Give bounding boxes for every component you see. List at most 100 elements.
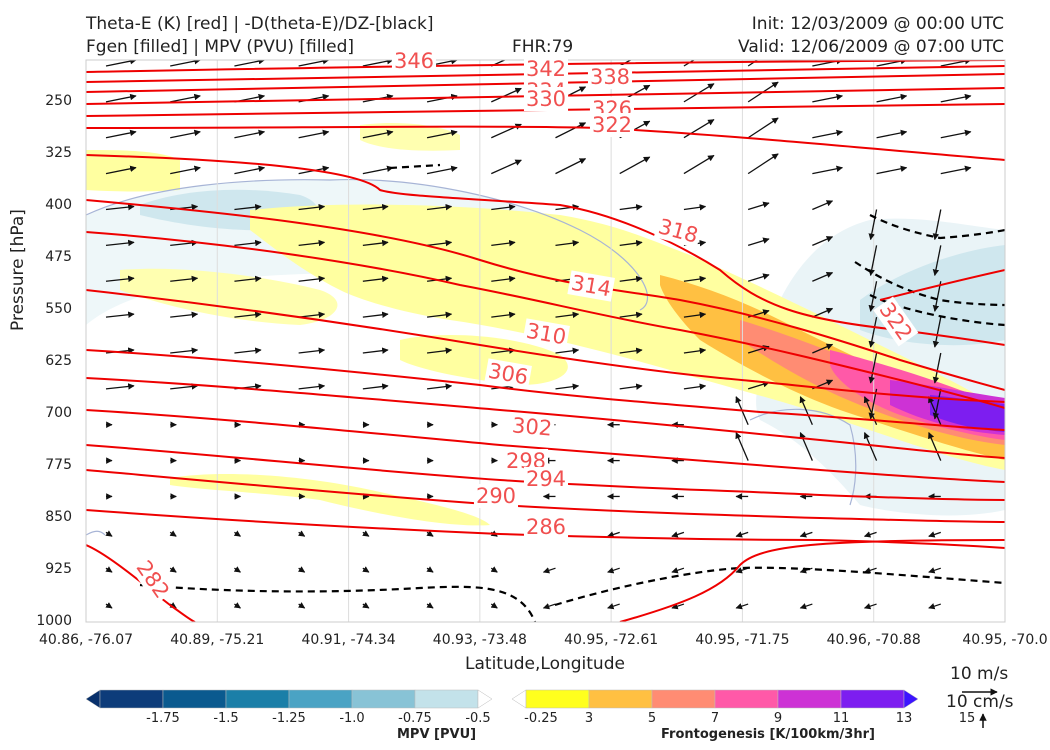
wind-vector <box>362 129 394 139</box>
wind-vector <box>362 203 389 211</box>
valid-time: Valid: 12/06/2009 @ 07:00 UTC <box>738 37 1004 57</box>
theta-e-isentrope <box>86 231 1005 409</box>
wind-vector <box>683 383 707 390</box>
fgen-colorbar-tick-label: 11 <box>832 711 850 726</box>
wind-vector <box>928 531 941 538</box>
wind-vector <box>683 154 715 175</box>
isentrope-label-background <box>587 65 633 89</box>
theta-e-isentrope <box>86 73 1005 93</box>
mpv-colorbar-tick-label: -1.25 <box>272 711 306 726</box>
fgen-colorbar-tick-label: 7 <box>710 711 720 726</box>
wind-vector <box>170 383 199 390</box>
wind-vector <box>169 530 177 537</box>
wind-vector <box>298 129 330 139</box>
wind-vector <box>298 311 326 318</box>
y-tick-label: 625 <box>45 352 72 369</box>
fgen-colorbar-title: Frontogenesis [K/100km/3hr] <box>661 727 875 742</box>
wind-vector <box>426 602 434 609</box>
wind-vector <box>491 159 522 175</box>
isentrope-label-background <box>473 484 519 508</box>
theta-e-isentrope <box>86 289 1005 403</box>
fgen-colorbar-swatch <box>840 689 905 709</box>
wind-vector <box>928 396 942 425</box>
isentrope-label-background <box>130 554 176 605</box>
theta-e-isentrope <box>879 269 1005 301</box>
reference-vector-horizontal-label: 10 m/s <box>950 664 1009 684</box>
wind-vector <box>298 203 326 211</box>
wind-vector <box>234 275 262 283</box>
wind-vector <box>555 158 587 175</box>
isentrope-label: 342 <box>526 57 566 81</box>
wind-vector <box>683 204 707 211</box>
mpv-colorbar-swatch <box>225 689 290 709</box>
wind-vector <box>619 311 643 319</box>
fgen-colorbar-tick-label: 5 <box>647 711 657 726</box>
wind-vector <box>607 531 620 538</box>
wind-vector <box>799 531 813 538</box>
isentrope-label-background <box>523 57 569 81</box>
wind-vector <box>683 311 707 319</box>
mpv-colorbar-tick-label: -0.75 <box>398 711 432 726</box>
mpv-colorbar-tick-label: -0.5 <box>465 711 491 726</box>
title-line-2: Fgen [filled] | MPV (PVU) [filled] <box>86 37 355 57</box>
mpv-colorbar-tick-label: -1.5 <box>213 711 239 726</box>
wind-vector <box>105 239 135 247</box>
theta-e-isentrope <box>619 539 1005 622</box>
title-line-1: Theta-E (K) [red] | -D(theta-E)/DZ-[blac… <box>86 14 434 34</box>
theta-e-isentrope <box>86 65 1005 83</box>
wind-vector <box>298 60 330 67</box>
wind-vector <box>233 530 241 537</box>
wind-vector <box>362 602 370 609</box>
y-tick-label: 700 <box>45 404 72 421</box>
wind-vector <box>868 245 878 276</box>
mpv-colorbar-arrow-left <box>85 689 101 709</box>
wind-vector <box>868 352 878 384</box>
wind-vector <box>868 316 878 348</box>
wind-vector <box>426 239 453 247</box>
stability-dashed-contour <box>869 214 1005 240</box>
wind-vector <box>362 60 394 67</box>
wind-vector <box>863 603 877 610</box>
wind-vector <box>619 239 643 247</box>
wind-vector <box>747 201 770 211</box>
mpv-colorbar-arrow-right <box>477 689 493 709</box>
wind-vector <box>542 603 556 610</box>
wind-vector <box>555 347 580 354</box>
wind-vector <box>491 275 516 283</box>
wind-vector <box>812 129 843 139</box>
isentrope-label-background <box>589 113 635 137</box>
wind-vector <box>799 567 813 574</box>
wind-vector <box>426 311 453 319</box>
y-tick-label: 250 <box>45 92 72 109</box>
fgen-mid-left <box>120 268 338 325</box>
mpv-contour-line <box>86 530 106 536</box>
wind-vector <box>928 567 941 574</box>
mpv-colorbar-title: MPV [PVU] <box>397 727 477 742</box>
theta-e-isentrope <box>86 444 1005 501</box>
fgen-colorbar-swatch <box>525 689 590 709</box>
wind-vector <box>169 566 177 573</box>
wind-vector <box>747 381 770 390</box>
stability-dashed-contour <box>554 566 1005 607</box>
wind-vector <box>619 347 643 354</box>
wind-vector <box>876 165 908 175</box>
wind-vector <box>170 347 199 354</box>
wind-vector <box>671 603 685 610</box>
wind-vector <box>542 567 556 574</box>
wind-vector <box>735 603 749 610</box>
wind-vector <box>932 316 942 348</box>
wind-vector <box>105 530 113 537</box>
x-tick-label: 40.93, -73.48 <box>432 632 527 648</box>
mpv-colorbar-swatch <box>162 689 227 709</box>
wind-vector <box>555 239 580 247</box>
isentrope-label: 330 <box>526 87 566 111</box>
wind-vector <box>426 566 434 573</box>
mpv-colorbar-swatch <box>99 689 164 709</box>
wind-vector <box>233 566 241 573</box>
wind-vector <box>170 93 201 103</box>
wind-vector <box>298 275 326 283</box>
isentrope-label: 294 <box>526 467 566 491</box>
wind-vector <box>233 602 241 609</box>
wind-vector <box>170 165 201 175</box>
isentrope-label-background <box>523 87 569 111</box>
